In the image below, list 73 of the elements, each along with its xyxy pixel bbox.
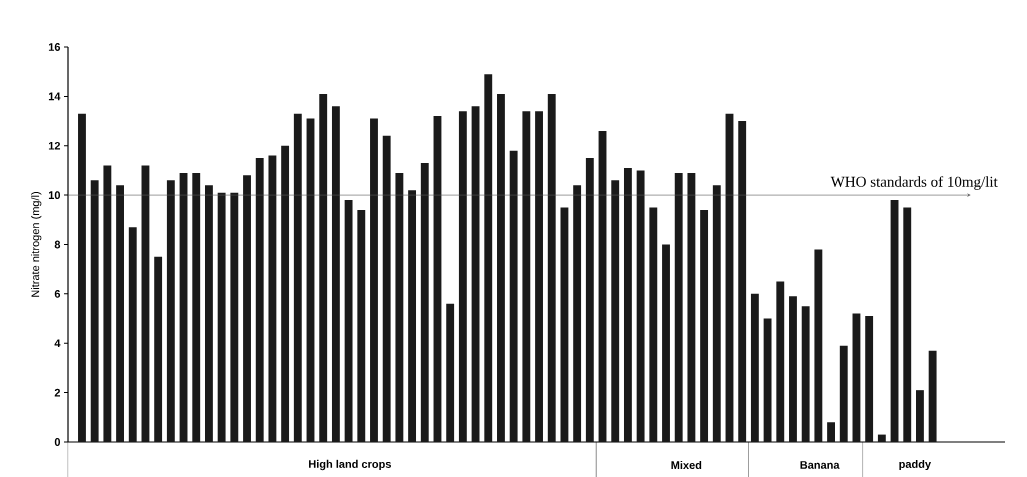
bar — [497, 93, 505, 442]
bar — [166, 180, 175, 442]
bar — [585, 157, 594, 442]
bar — [344, 199, 353, 442]
bar — [357, 209, 366, 442]
bar — [877, 434, 886, 442]
text: paddy — [899, 459, 931, 470]
bar — [281, 145, 290, 442]
bar — [738, 120, 747, 442]
y-tick-label: 6 — [54, 289, 61, 298]
y-tick-label: 16 — [48, 42, 61, 51]
y-axis-title: Nitrate nitrogen (mg/l) — [31, 191, 42, 297]
bar — [763, 318, 772, 442]
bar — [687, 172, 696, 442]
bar — [801, 306, 810, 442]
bar — [268, 155, 277, 442]
bar — [509, 150, 518, 442]
bar — [522, 111, 531, 442]
bar — [916, 390, 924, 442]
bar — [865, 315, 874, 442]
bar — [408, 190, 417, 442]
bar — [446, 303, 455, 442]
bar — [827, 422, 835, 442]
bar — [789, 296, 797, 442]
bar — [319, 93, 328, 442]
y-tick-label: 12 — [48, 141, 61, 150]
y-tick-label: 2 — [54, 388, 61, 397]
bar — [776, 281, 785, 442]
bar — [535, 111, 543, 442]
bar — [293, 113, 302, 442]
bar — [331, 106, 340, 442]
y-tick-label: 14 — [48, 92, 61, 101]
bar — [128, 227, 137, 442]
bar — [90, 180, 99, 442]
text: Banana — [800, 461, 840, 469]
bar — [395, 172, 404, 442]
bar — [458, 111, 467, 442]
bar — [255, 157, 264, 442]
bar — [700, 209, 709, 442]
y-tick-label: 8 — [54, 240, 61, 249]
bar — [662, 244, 670, 442]
bar — [420, 162, 429, 442]
bar — [903, 207, 912, 442]
text: High land crops — [309, 459, 391, 471]
y-tick-label: 10 — [48, 191, 61, 199]
bar — [712, 185, 721, 442]
bar — [205, 185, 213, 442]
bar — [814, 249, 823, 442]
bar — [217, 192, 226, 442]
bar — [192, 172, 201, 442]
bar — [839, 345, 848, 442]
bar — [623, 167, 632, 442]
bar — [103, 165, 112, 442]
bar — [547, 93, 556, 442]
bar — [611, 180, 620, 442]
bar — [370, 118, 378, 442]
bar — [750, 293, 759, 442]
ref-line-label: WHO standards of 10mg/lit — [830, 176, 998, 190]
text: Mixed — [671, 460, 702, 469]
bar — [636, 170, 645, 442]
bar — [573, 185, 582, 442]
bar — [382, 135, 391, 442]
y-tick-label: 0 — [54, 437, 61, 446]
bar — [243, 175, 251, 442]
bar — [78, 113, 86, 442]
bar — [649, 207, 658, 442]
bar — [928, 350, 937, 442]
bar — [674, 172, 683, 442]
y-tick-label: 4 — [54, 339, 61, 347]
bar — [116, 185, 124, 442]
bar — [154, 256, 163, 442]
bar — [230, 192, 239, 442]
bar — [484, 74, 493, 442]
